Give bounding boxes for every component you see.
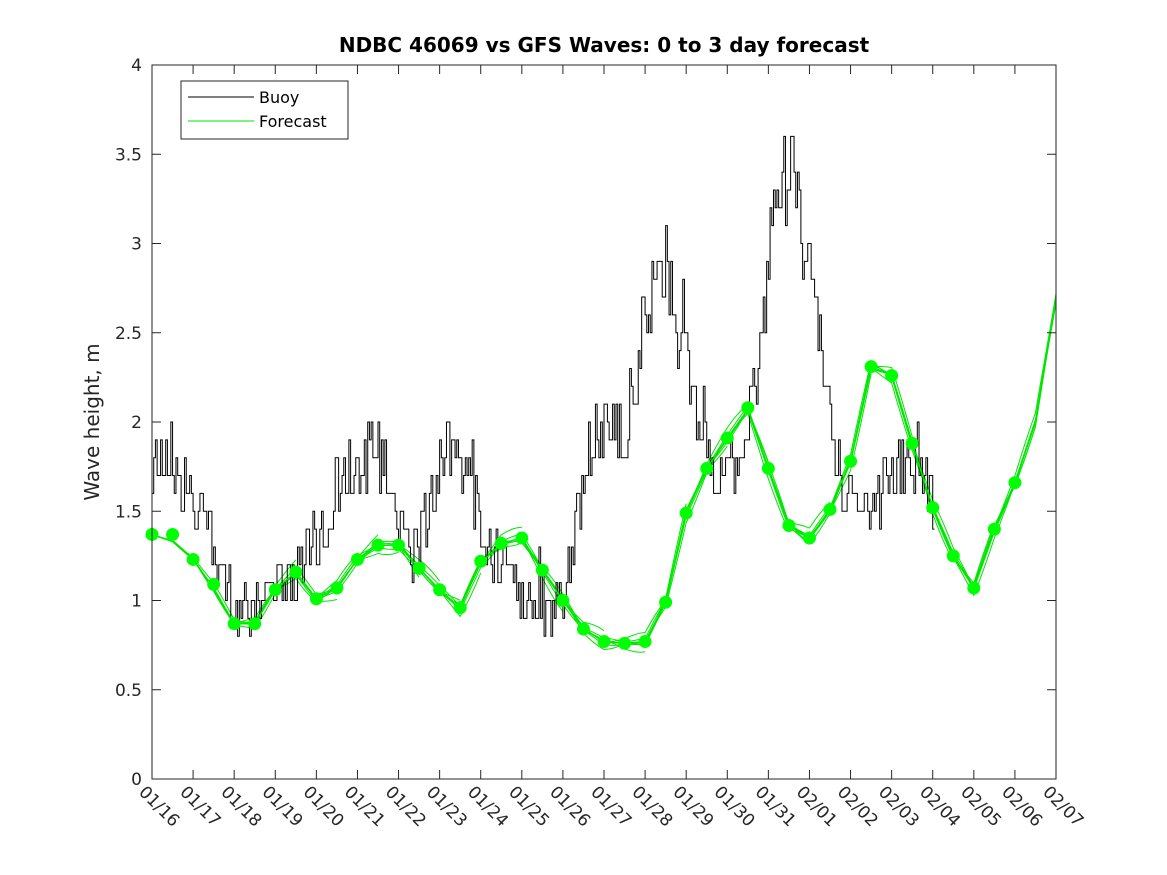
y-axis-label: Wave height, m [80, 343, 104, 500]
forecast-marker [720, 431, 734, 445]
y-tick-label: 3 [131, 235, 142, 255]
forecast-marker [1008, 476, 1022, 490]
forecast-marker [535, 563, 549, 577]
chart-title: NDBC 46069 vs GFS Waves: 0 to 3 day fore… [339, 33, 870, 57]
y-tick-label: 2 [131, 413, 142, 433]
forecast-marker [248, 617, 262, 631]
forecast-marker [556, 594, 570, 607]
forecast-marker [885, 369, 899, 383]
forecast-marker [823, 502, 837, 516]
forecast-marker [289, 565, 303, 579]
y-tick-label: 3.5 [115, 145, 142, 165]
forecast-marker [679, 506, 693, 520]
forecast-marker [761, 461, 775, 475]
y-axis: 0 0.5 1 1.5 2 2.5 3 3.5 4 [115, 56, 1056, 790]
forecast-marker [802, 531, 816, 545]
forecast-marker [330, 581, 344, 595]
forecast-marker [412, 561, 426, 575]
forecast-marker [638, 635, 652, 649]
y-tick-label: 1 [131, 592, 142, 612]
forecast-marker [741, 401, 755, 415]
forecast-marker [946, 549, 960, 563]
forecast-marker [207, 577, 221, 591]
forecast-marker [967, 581, 981, 595]
y-tick-label: 1.5 [115, 502, 142, 522]
buoy-layer [152, 135, 935, 637]
forecast-marker [987, 522, 1001, 536]
legend-buoy-label: Buoy [259, 88, 299, 107]
y-tick-label: 0 [131, 770, 142, 790]
forecast-marker [700, 461, 714, 475]
y-tick-label: 4 [131, 56, 142, 76]
forecast-marker [309, 592, 323, 606]
forecast-marker [864, 360, 878, 374]
forecast-marker [474, 554, 488, 568]
forecast-marker [166, 527, 180, 541]
forecast-marker [494, 536, 508, 550]
forecast-markers-layer [145, 360, 1022, 650]
forecast-marker [905, 436, 919, 450]
y-tick-label: 0.5 [115, 681, 142, 701]
forecast-marker [618, 636, 632, 650]
legend-box [180, 80, 349, 140]
legend: Buoy Forecast [180, 80, 349, 140]
forecast-marker [453, 601, 467, 615]
forecast-marker [515, 531, 529, 545]
buoy-line [152, 135, 935, 637]
forecast-marker [227, 617, 241, 631]
forecast-marker [433, 583, 447, 597]
forecast-marker [844, 454, 858, 468]
y-tick-label: 2.5 [115, 324, 142, 344]
forecast-marker [186, 552, 200, 566]
legend-forecast-label: Forecast [259, 112, 327, 131]
forecast-marker [597, 635, 611, 649]
forecast-marker [659, 595, 673, 609]
forecast-marker [926, 501, 940, 515]
forecast-marker [782, 519, 796, 533]
forecast-marker [576, 622, 590, 636]
forecast-marker [350, 552, 364, 566]
forecast-marker [371, 538, 385, 552]
forecast-marker [392, 538, 406, 552]
forecast-marker [268, 583, 282, 597]
